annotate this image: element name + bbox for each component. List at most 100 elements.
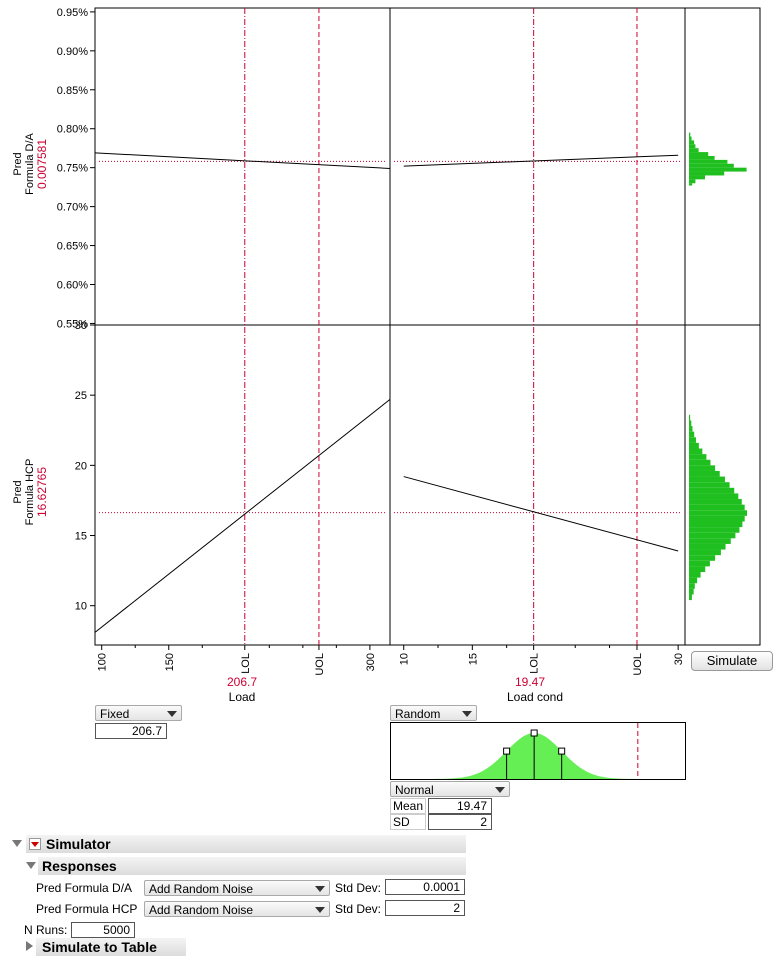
std-dev-input-da[interactable]: 0.0001 (385, 879, 465, 895)
response-label-hcp: Pred Formula HCP 16.62765 (12, 412, 56, 572)
simulator-title: Simulator (46, 836, 111, 852)
y-tick-label: 0.80% (57, 124, 88, 136)
histogram-bar (689, 179, 696, 184)
response-name-line1: Pred (12, 480, 24, 504)
prediction-profiler: 0.95% 0.90% 0.85% 0.80% 0.75% 0.70% 0.65% 0.60%… (57, 7, 761, 676)
histogram-bar (689, 448, 703, 455)
n-runs-label: N Runs: (24, 923, 68, 937)
x-tick-label: LOL (529, 653, 541, 674)
histogram-bar (689, 426, 693, 432)
std-dev-label: Std Dev: (335, 881, 382, 895)
histogram-bar (689, 155, 715, 160)
red-menu-icon[interactable] (29, 838, 41, 850)
x-tick-label: UOL (314, 653, 326, 676)
histogram-bar (689, 594, 692, 601)
chevron-down-icon (167, 711, 177, 717)
histogram-bar (689, 487, 735, 494)
distribution-handle (503, 747, 511, 755)
histogram-bar (689, 140, 695, 145)
histogram-bar (689, 499, 742, 505)
simulate-button[interactable]: Simulate (691, 651, 773, 671)
histogram-bar (689, 414, 691, 421)
x-tick-label: 300 (365, 653, 377, 671)
response-current-value: 0.007581 (35, 138, 49, 190)
profile-trace-line (94, 398, 391, 633)
load-mode-dropdown[interactable]: Fixed (95, 705, 182, 721)
histogram-bar (689, 132, 691, 137)
load-cond-mode-dropdown[interactable]: Random (390, 705, 477, 721)
histogram-bar (689, 532, 736, 539)
response-name-line1: Pred (12, 152, 24, 176)
response-row-name: Pred Formula HCP (36, 902, 138, 916)
disclosure-triangle-right-icon[interactable] (26, 941, 33, 951)
histogram-bar (689, 470, 720, 477)
distribution-handle (558, 747, 566, 755)
profile-trace-line (403, 154, 679, 167)
simulate-to-table-title: Simulate to Table (42, 939, 157, 955)
histogram-bar (689, 163, 734, 168)
distribution-density-plot (390, 722, 686, 780)
sd-input[interactable]: 2 (428, 814, 492, 830)
histogram-bar (689, 572, 701, 578)
histogram-bar (689, 167, 747, 172)
x-tick-label: 100 (97, 653, 109, 671)
chevron-down-icon (315, 886, 325, 892)
histogram-bar (689, 543, 726, 550)
normal-density-curve (390, 733, 686, 779)
sd-label: SD (390, 814, 426, 830)
load-fixed-value-input[interactable]: 206.7 (95, 723, 167, 739)
y-tick-label: 20 (75, 460, 87, 472)
histogram-bar (689, 515, 745, 522)
y-tick-label: 0.60% (57, 279, 88, 291)
response-current-value: 16.62765 (35, 466, 49, 518)
chevron-down-icon (462, 711, 472, 717)
chevron-down-icon (315, 907, 325, 913)
histogram-bar (689, 527, 740, 533)
histogram-bar (689, 504, 745, 511)
factor-current-value-load-cond: 19.47 (514, 675, 546, 689)
response-label-da: Pred Formula D/A 0.007581 (12, 84, 56, 244)
y-tick-label: 0.85% (57, 85, 88, 97)
histogram-bar (689, 431, 695, 438)
histogram-bar (689, 136, 692, 141)
simulator-header: Simulator (26, 835, 466, 853)
noise-value: Add Random Noise (149, 903, 254, 917)
histogram-bar (689, 476, 725, 483)
histogram-bar (689, 560, 710, 567)
y-tick-label: 0.75% (57, 163, 88, 175)
simulate-to-table-header[interactable]: Simulate to Table (36, 938, 186, 956)
histogram-bar (689, 159, 728, 164)
load-mode-value: Fixed (100, 707, 130, 721)
noise-value: Add Random Noise (149, 882, 254, 896)
histogram-bar (689, 482, 730, 488)
factor-name-load: Load (228, 690, 256, 704)
std-dev-input-hcp[interactable]: 2 (385, 900, 465, 916)
y-tick-label: 10 (75, 601, 87, 613)
x-tick-label: LOL (240, 653, 252, 674)
histogram-bar (689, 510, 747, 516)
noise-dropdown-da[interactable]: Add Random Noise (144, 880, 330, 896)
histogram-bar (689, 493, 739, 500)
distribution-dropdown[interactable]: Normal (390, 781, 510, 797)
histogram-bar (689, 420, 692, 427)
y-tick-label: 25 (75, 390, 87, 402)
histogram-bar (689, 454, 707, 460)
noise-dropdown-hcp[interactable]: Add Random Noise (144, 901, 330, 917)
chevron-down-icon (495, 787, 505, 793)
histogram-bar (689, 152, 709, 156)
disclosure-triangle-icon[interactable] (26, 862, 36, 869)
histogram-bar (689, 459, 711, 466)
n-runs-input[interactable]: 5000 (71, 922, 135, 938)
disclosure-triangle-icon[interactable] (12, 840, 22, 847)
mean-input[interactable]: 19.47 (428, 798, 492, 814)
histogram-bar (689, 148, 699, 153)
plot-frame (94, 7, 761, 646)
profile-trace-line (94, 152, 391, 169)
std-dev-label: Std Dev: (335, 902, 382, 916)
factor-current-value-load: 206.7 (226, 675, 258, 689)
y-tick-label: 0.90% (57, 46, 88, 58)
x-tick-label: 15 (467, 653, 479, 665)
histogram-bar (689, 442, 699, 449)
x-tick-label: 10 (399, 653, 411, 665)
y-tick-label: 30 (75, 320, 87, 332)
